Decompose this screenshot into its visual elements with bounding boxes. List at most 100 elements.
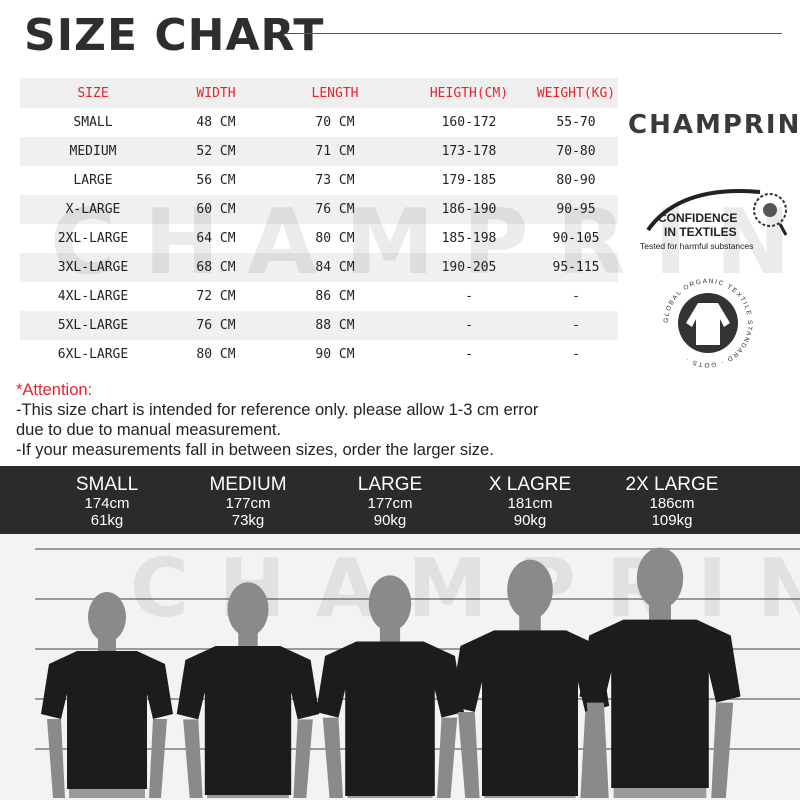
- table-cell: 55-70: [556, 115, 596, 130]
- table-cell: 80 CM: [315, 231, 355, 246]
- model-size-label: 2X LARGE 186cm 109kg: [602, 474, 742, 530]
- table-cell: LARGE: [73, 173, 113, 188]
- model-size: SMALL: [75, 474, 139, 495]
- model-size: MEDIUM: [209, 474, 287, 495]
- oeko-tex-logo: CONFIDENCE IN TEXTILES Tested for harmfu…: [640, 189, 788, 251]
- model-size-label: SMALL 174cm 61kg: [37, 474, 177, 530]
- table-cell: 76 CM: [315, 202, 355, 217]
- table-cell: -: [572, 347, 580, 362]
- header-cell: SIZE: [77, 85, 109, 101]
- model-height: 177cm: [225, 495, 271, 512]
- table-cell: 80 CM: [196, 347, 236, 362]
- table-header: SIZE WIDTH LENGTH HEIGTH(CM) WEIGHT(KG): [20, 78, 618, 108]
- attention-heading: *Attention:: [16, 381, 93, 399]
- table-body: SMALL 48 CM 70 CM 160-172 55-70 MEDIUM 52 CM 71…: [20, 108, 618, 369]
- table-row: 6XL-LARGE 80 CM 90 CM - -: [20, 340, 618, 369]
- header-cell: WEIGHT(KG): [536, 85, 616, 101]
- table-cell: SMALL: [73, 115, 113, 130]
- header-cell: HEIGTH(CM): [429, 85, 509, 101]
- model-size-band: SMALL 174cm 61kg MEDIUM 177cm 73kg LARGE 177cm 9…: [0, 466, 800, 534]
- model-size-label: MEDIUM 177cm 73kg: [178, 474, 318, 530]
- table-row: 5XL-LARGE 76 CM 88 CM - -: [20, 311, 618, 340]
- table-row: MEDIUM 52 CM 71 CM 173-178 70-80: [20, 137, 618, 166]
- table-cell: 90 CM: [315, 347, 355, 362]
- table-cell: 60 CM: [196, 202, 236, 217]
- model-size: X LAGRE: [488, 474, 572, 495]
- model-weight: 90kg: [513, 512, 547, 529]
- brand-logo: CHAMPRINT: [628, 110, 800, 140]
- size-table: SIZE WIDTH LENGTH HEIGTH(CM) WEIGHT(KG) …: [20, 78, 618, 369]
- oeko-line1: CONFIDENCE: [658, 211, 737, 225]
- model-height: 186cm: [649, 495, 695, 512]
- model-weight: 73kg: [231, 512, 265, 529]
- table-cell: 86 CM: [315, 289, 355, 304]
- page-title: SIZE CHART: [24, 10, 325, 61]
- table-cell: 52 CM: [196, 144, 236, 159]
- gots-logo: GLOBAL ORGANIC TEXTILE STANDARD · GOTS ·: [663, 278, 752, 368]
- table-row: X-LARGE 60 CM 76 CM 186-190 90-95: [20, 195, 618, 224]
- model-silhouettes: CHAMPRINT: [0, 534, 800, 800]
- model-size-label: X LAGRE 181cm 90kg: [460, 474, 600, 530]
- model-weight: 61kg: [90, 512, 124, 529]
- model-weight: 90kg: [373, 512, 407, 529]
- height-line: [35, 598, 800, 600]
- model-height: 174cm: [84, 495, 130, 512]
- table-cell: MEDIUM: [69, 144, 117, 159]
- model-silhouette: [579, 547, 741, 798]
- table-cell: -: [572, 318, 580, 333]
- table-cell: 72 CM: [196, 289, 236, 304]
- table-cell: 6XL-LARGE: [57, 347, 129, 362]
- table-cell: 190-205: [441, 260, 497, 275]
- table-row: 3XL-LARGE 68 CM 84 CM 190-205 95-115: [20, 253, 618, 282]
- model-silhouette: [450, 559, 610, 798]
- table-cell: 76 CM: [196, 318, 236, 333]
- table-row: LARGE 56 CM 73 CM 179-185 80-90: [20, 166, 618, 195]
- table-cell: 90-95: [556, 202, 596, 217]
- table-cell: 88 CM: [315, 318, 355, 333]
- oeko-line3: Tested for harmful substances: [640, 241, 753, 251]
- model-size-label: LARGE 177cm 90kg: [320, 474, 460, 530]
- table-cell: 3XL-LARGE: [57, 260, 129, 275]
- table-cell: 5XL-LARGE: [57, 318, 129, 333]
- table-cell: 73 CM: [315, 173, 355, 188]
- table-cell: -: [465, 347, 473, 362]
- table-row: SMALL 48 CM 70 CM 160-172 55-70: [20, 108, 618, 137]
- model-silhouette: [176, 582, 320, 798]
- attention-line: -If your measurements fall in between si…: [16, 441, 494, 459]
- table-cell: 71 CM: [315, 144, 355, 159]
- title-divider: [285, 33, 782, 34]
- oeko-line2: IN TEXTILES: [664, 225, 737, 239]
- table-row: 4XL-LARGE 72 CM 86 CM - -: [20, 282, 618, 311]
- model-silhouette: [316, 575, 464, 798]
- table-cell: 80-90: [556, 173, 596, 188]
- table-cell: 84 CM: [315, 260, 355, 275]
- table-row: 2XL-LARGE 64 CM 80 CM 185-198 90-105: [20, 224, 618, 253]
- table-cell: 56 CM: [196, 173, 236, 188]
- table-cell: 90-105: [552, 231, 600, 246]
- table-cell: 68 CM: [196, 260, 236, 275]
- attention-line: -This size chart is intended for referen…: [16, 401, 539, 419]
- model-silhouette: [41, 592, 173, 798]
- silhouette-canvas: [41, 547, 741, 798]
- table-cell: -: [572, 289, 580, 304]
- model-size: 2X LARGE: [625, 474, 719, 495]
- model-size: LARGE: [357, 474, 423, 495]
- table-cell: -: [465, 289, 473, 304]
- table-cell: 160-172: [441, 115, 497, 130]
- table-cell: 2XL-LARGE: [57, 231, 129, 246]
- table-cell: 4XL-LARGE: [57, 289, 129, 304]
- header-cell: LENGTH: [311, 85, 359, 101]
- table-cell: X-LARGE: [65, 202, 121, 217]
- table-cell: 70-80: [556, 144, 596, 159]
- model-weight: 109kg: [651, 512, 693, 529]
- header-cell: WIDTH: [196, 85, 236, 101]
- table-cell: 48 CM: [196, 115, 236, 130]
- table-cell: 70 CM: [315, 115, 355, 130]
- attention-notes: *Attention: -This size chart is intended…: [16, 380, 538, 460]
- attention-line: due to due to manual measurement.: [16, 421, 282, 439]
- table-cell: 185-198: [441, 231, 497, 246]
- table-cell: -: [465, 318, 473, 333]
- height-line: [35, 548, 800, 550]
- model-height: 177cm: [367, 495, 413, 512]
